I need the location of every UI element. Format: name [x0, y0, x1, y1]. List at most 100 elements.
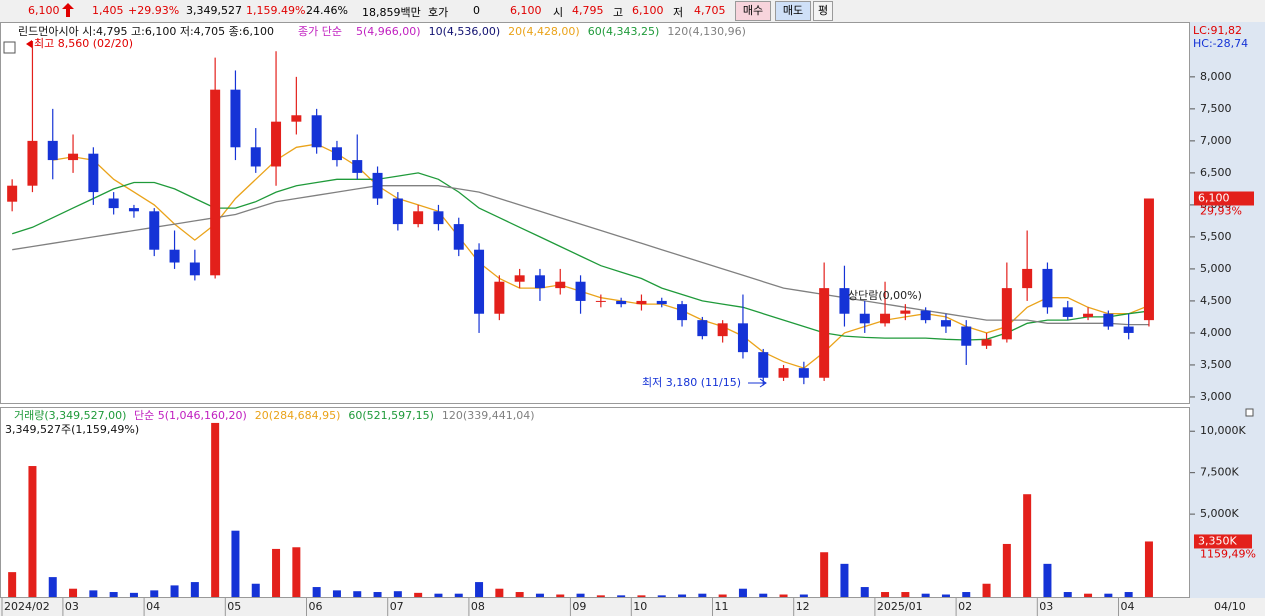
volume-bar	[617, 595, 626, 597]
x-tick-label: 2024/02	[4, 600, 50, 613]
y-tick-label: 3,500	[1200, 358, 1232, 371]
x-tick-label: 06	[309, 600, 323, 613]
end-date: 04/10	[1214, 600, 1246, 613]
volume-bar	[860, 587, 869, 597]
candle-body	[758, 352, 769, 378]
candle-body	[1143, 198, 1154, 321]
legend-item: 단순 5(1,046,160,20)	[134, 409, 247, 422]
quote-price: 6,100	[510, 4, 542, 17]
icon	[1245, 408, 1254, 417]
open: 4,795	[572, 4, 604, 17]
icon	[3, 41, 16, 54]
candle-body	[859, 313, 870, 324]
y-tick-label: 5,500	[1200, 230, 1232, 243]
volume-bar	[150, 590, 159, 597]
candle-body	[433, 211, 444, 225]
x-tick-label: 03	[1039, 600, 1053, 613]
volume-bar	[454, 593, 463, 597]
candle-body	[656, 300, 667, 305]
volume: 3,349,527	[186, 4, 242, 17]
candle-body	[230, 89, 241, 148]
x-tick-label: 02	[958, 600, 972, 613]
candle-body	[798, 368, 809, 378]
legend-item: 20(4,428,00)	[508, 25, 580, 38]
volume-bar	[1104, 593, 1113, 597]
chart: 3,0003,5004,0004,5005,0005,5006,0006,500…	[0, 22, 1265, 616]
quote-label: 호가	[428, 6, 449, 19]
candle-body	[880, 313, 891, 324]
legend-item: 120(339,441,04)	[442, 409, 535, 422]
volume-bar	[332, 590, 341, 597]
low: 4,705	[694, 4, 726, 17]
volume-bar	[414, 592, 423, 597]
x-tick-label: 05	[227, 600, 241, 613]
volume-bar	[251, 583, 260, 597]
volume-bar	[353, 591, 362, 597]
x-tick-label: 10	[633, 600, 647, 613]
avg-button[interactable]: 평	[813, 1, 833, 21]
rate-tag-label: 29,93%	[1200, 204, 1242, 217]
candle-body	[778, 368, 789, 378]
volume-bar	[921, 593, 930, 597]
volume-bar	[820, 552, 829, 597]
candle-body	[88, 153, 99, 193]
candle-body	[68, 153, 79, 161]
volume-bar	[170, 585, 179, 597]
volume-tag	[1194, 534, 1252, 549]
volume-bar	[535, 593, 544, 597]
candle-body	[636, 300, 647, 305]
volume-bar	[962, 592, 971, 597]
candle-body	[839, 288, 850, 314]
candle-body	[1083, 313, 1094, 317]
ma-line	[12, 185, 1149, 326]
candle-body	[311, 115, 322, 148]
candle-body	[474, 249, 485, 314]
ma-label: 종가 단순	[298, 25, 342, 38]
candle-body	[900, 310, 911, 314]
y-tick-label: 4,000	[1200, 326, 1232, 339]
sell-button[interactable]: 매도	[775, 1, 811, 21]
legend-item: 60(4,343,25)	[588, 25, 660, 38]
candle-body	[372, 172, 383, 199]
price: 6,100	[28, 4, 60, 17]
candle-body	[108, 198, 119, 209]
axis-bg	[1190, 22, 1265, 616]
price-tag	[1194, 191, 1254, 206]
volume-bar	[678, 594, 687, 597]
x-axis-bg	[0, 598, 1265, 616]
candle-body	[271, 121, 282, 167]
x-tick-label: 07	[390, 600, 404, 613]
volume-bar	[48, 577, 57, 597]
volume-bar	[495, 588, 504, 597]
turnover: 24.46%	[306, 4, 348, 17]
annotation: 상단람(0,00%)	[848, 289, 922, 302]
volume-bar	[272, 548, 281, 597]
price-tag-label: 6,100	[1198, 191, 1230, 204]
candle-body	[555, 281, 566, 289]
candle-body	[514, 275, 525, 282]
price-panel	[0, 22, 1190, 404]
volume-bar	[840, 563, 849, 597]
rate: +29.93%	[128, 4, 180, 17]
volume-bar	[698, 593, 707, 597]
x-tick-label: 04	[1121, 600, 1135, 613]
buy-button[interactable]: 매수	[735, 1, 771, 21]
volume-title: 거래량(3,349,527,00)	[14, 409, 126, 422]
x-tick-label: 11	[715, 600, 729, 613]
volume-bar	[718, 594, 727, 597]
volume-bar	[1023, 494, 1032, 597]
volume-rate-label: 1159,49%	[1200, 547, 1256, 560]
candle-body	[7, 185, 18, 202]
lc: LC:91,82	[1193, 24, 1242, 37]
volume-summary: 3,349,527주(1,159,49%)	[5, 423, 139, 436]
y-tick-label: 10,000K	[1200, 424, 1246, 437]
legend-item: 60(521,597,15)	[348, 409, 434, 422]
annotation: 최고 8,560 (02/20)	[34, 37, 133, 50]
volume-rate: 1,159.49%	[246, 4, 306, 17]
x-tick-label: 09	[572, 600, 586, 613]
volume-bar	[393, 591, 402, 597]
volume-bar	[556, 594, 565, 597]
candle-body	[27, 140, 38, 186]
x-tick-label: 04	[146, 600, 160, 613]
volume-bar	[129, 592, 138, 597]
